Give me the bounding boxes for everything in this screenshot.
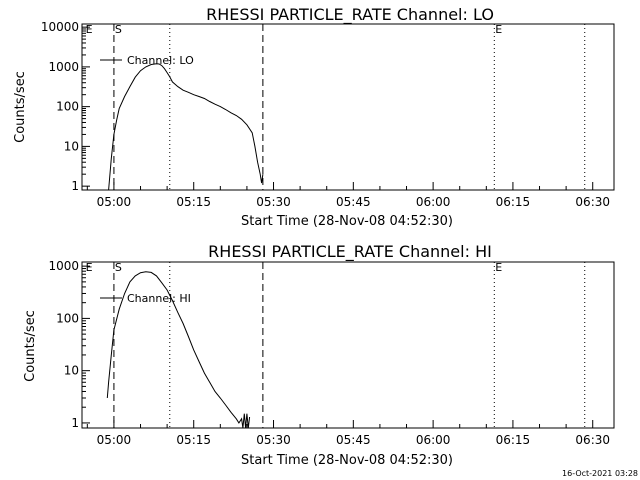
- y-tick-label-hi-0: 1: [71, 416, 79, 430]
- x-tick-label-hi-4: 06:00: [416, 433, 451, 447]
- series-line-lo-0: [108, 63, 264, 191]
- x-tick-label-hi-3: 05:45: [336, 433, 371, 447]
- event-marker-label-hi-4: E: [495, 261, 502, 274]
- footer-timestamp: 16-Oct-2021 03:28: [562, 469, 638, 478]
- event-marker-label-lo-4: E: [495, 23, 502, 36]
- plot-frame-hi: [81, 261, 615, 429]
- plot-frame-lo: [81, 23, 615, 191]
- event-marker-label-lo-0: E: [86, 23, 93, 36]
- legend-hi: Channel: HI: [100, 292, 191, 305]
- y-axis-label-lo: Counts/sec: [13, 71, 28, 143]
- legend-label-lo: Channel: LO: [127, 54, 194, 67]
- x-tick-label-lo-4: 06:00: [416, 195, 451, 209]
- x-axis-label-lo: Start Time (28-Nov-08 04:52:30): [241, 214, 453, 229]
- x-tick-label-lo-1: 05:15: [176, 195, 211, 209]
- x-tick-label-lo-6: 06:30: [575, 195, 610, 209]
- x-tick-label-lo-2: 05:30: [256, 195, 291, 209]
- x-tick-label-lo-3: 05:45: [336, 195, 371, 209]
- x-axis-label-hi: Start Time (28-Nov-08 04:52:30): [241, 453, 453, 468]
- y-tick-label-hi-2: 100: [56, 311, 79, 325]
- chart-title-lo: RHESSI PARTICLE_RATE Channel: LO: [206, 5, 494, 25]
- x-tick-label-hi-5: 06:15: [496, 433, 531, 447]
- y-tick-label-lo-4: 10000: [41, 20, 79, 34]
- y-tick-label-hi-1: 10: [64, 364, 79, 378]
- y-tick-label-lo-3: 1000: [48, 60, 79, 74]
- x-tick-label-lo-0: 05:00: [97, 195, 132, 209]
- x-tick-label-hi-0: 05:00: [97, 433, 132, 447]
- event-marker-label-hi-1: S: [115, 261, 122, 274]
- x-tick-label-lo-5: 06:15: [496, 195, 531, 209]
- legend-lo: Channel: LO: [100, 54, 194, 67]
- chart-title-hi: RHESSI PARTICLE_RATE Channel: HI: [208, 242, 492, 262]
- event-marker-label-hi-0: E: [86, 261, 93, 274]
- y-tick-label-lo-2: 100: [56, 100, 79, 114]
- x-tick-label-hi-6: 06:30: [575, 433, 610, 447]
- panel-lo: RHESSI PARTICLE_RATE Channel: LO Counts/…: [13, 5, 615, 229]
- legend-label-hi: Channel: HI: [127, 292, 191, 305]
- x-tick-label-hi-1: 05:15: [176, 433, 211, 447]
- panel-hi: RHESSI PARTICLE_RATE Channel: HI Counts/…: [23, 242, 615, 468]
- y-tick-label-lo-0: 1: [71, 179, 79, 193]
- x-tick-label-hi-2: 05:30: [256, 433, 291, 447]
- y-axis-label-hi: Counts/sec: [23, 310, 38, 382]
- event-marker-label-lo-1: S: [115, 23, 122, 36]
- y-tick-label-hi-3: 1000: [48, 259, 79, 273]
- series-line-hi-0: [106, 271, 251, 429]
- y-tick-label-lo-1: 10: [64, 139, 79, 153]
